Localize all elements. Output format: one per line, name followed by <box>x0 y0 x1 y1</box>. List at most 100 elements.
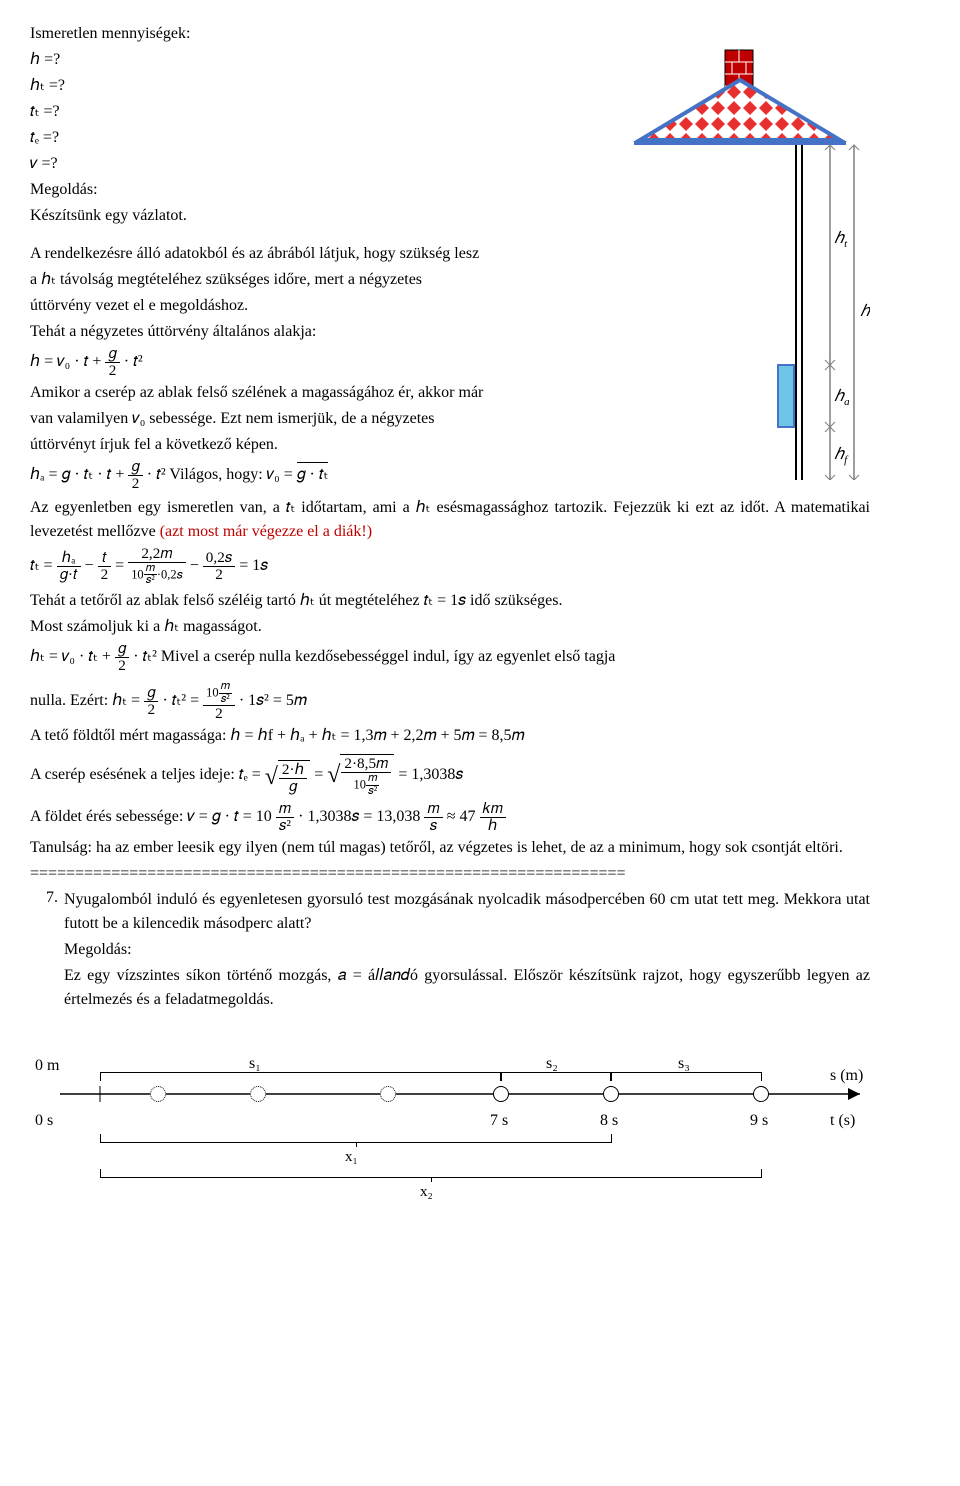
para-4-text: Az egyenletben egy ismeretlen van, a 𝑡ₜ … <box>30 499 870 540</box>
q7-number: 7. <box>30 886 64 910</box>
frac-g2c: 𝑔 2 <box>115 641 129 674</box>
label-7s: 7 s <box>490 1109 508 1133</box>
tiny-frac-ms2a: 𝑚𝑠² <box>144 563 157 587</box>
unit-ms-num: 𝑚 <box>424 801 442 818</box>
eq-h-lhs: ℎ = 𝑣₀ · 𝑡 + <box>30 353 105 370</box>
unk-te: 𝑡ₑ =? <box>30 126 630 150</box>
frac-10ms2: 10𝑚𝑠² 2 <box>203 681 235 722</box>
unk-ht: ℎₜ =? <box>30 74 630 98</box>
q7-body: Ez egy vízszintes síkon történő mozgás, … <box>64 964 870 1012</box>
eq-v-a: A földet érés sebessége: 𝑣 = 𝑔 · 𝑡 = 10 <box>30 808 276 825</box>
frac-10ms2-num: 10𝑚𝑠² <box>203 681 235 706</box>
eq-ht-lhs: ℎₜ = 𝑣₀ · 𝑡ₜ + <box>30 648 115 665</box>
separator: ========================================… <box>30 862 870 886</box>
para-1a: A rendelkezésre álló adatokból és az ábr… <box>30 242 630 266</box>
frac-val2: 0,2𝑠 2 <box>203 550 235 583</box>
unk-h: ℎ =? <box>30 48 630 72</box>
para-4: Az egyenletben egy ismeretlen van, a 𝑡ₜ … <box>30 496 870 544</box>
sqrt2-frac: 2·8,5𝑚 10𝑚𝑠² <box>341 756 391 797</box>
eq-te-eq: = <box>314 766 327 783</box>
sqrt-1: √ 2·ℎ 𝑔 <box>265 757 310 795</box>
svg-text:ℎf: ℎf <box>834 446 849 466</box>
frac-g2c-num: 𝑔 <box>115 641 129 658</box>
para-11: Tanulság: ha az ember leesik egy ilyen (… <box>30 836 870 860</box>
q7-sol: Megoldás: <box>64 938 870 962</box>
svg-text:ℎa: ℎa <box>834 388 850 408</box>
para-3a: Amikor a cserép az ablak felső szélének … <box>30 381 630 405</box>
frac-val1: 2,2𝑚 10𝑚𝑠²·0,2𝑠 <box>128 546 186 587</box>
frac-10ms2-num-a: 10 <box>206 686 218 700</box>
eq-v-b: · 1,3038𝑠 = 13,038 <box>298 808 424 825</box>
frac-ha-gt: ℎₐ 𝑔·𝑡 <box>57 550 81 583</box>
brace-x1 <box>100 1134 612 1143</box>
para-1c: úttörvény vezet el e megoldáshoz. <box>30 294 630 318</box>
para-1b: a ℎₜ távolság megtételéhez szükséges idő… <box>30 268 630 292</box>
solid-marker-3 <box>753 1086 769 1102</box>
solid-marker-1 <box>493 1086 509 1102</box>
house-diagram: ℎ ℎt ℎa ℎf <box>630 20 870 480</box>
unit-ms-den: 𝑠 <box>424 818 442 834</box>
brace-s2-top <box>500 1072 612 1081</box>
frac-10ms2-den: 2 <box>203 706 235 722</box>
sqrt2-den-a: 10 <box>354 778 366 792</box>
para-6: Most számoljuk ki a ℎₜ magasságot. <box>30 615 870 639</box>
frac-ha-gt-den: 𝑔·𝑡 <box>57 567 81 583</box>
eq-ht2-b: · 𝑡ₜ² = <box>162 693 203 710</box>
eq-h: ℎ = 𝑣₀ · 𝑡 + 𝑔 2 · 𝑡² <box>30 346 630 379</box>
frac-val1-den-d: ·0,2𝑠 <box>157 567 183 581</box>
frac-g2-num: 𝑔 <box>105 346 119 363</box>
eq-te-a: A cserép esésének a teljes ideje: 𝑡ₑ = <box>30 766 265 783</box>
frac-t2: 𝑡 2 <box>98 550 112 583</box>
eq-ht-mid: · 𝑡ₜ² Mivel a cserép nulla kezdősebesség… <box>133 648 615 665</box>
unit-ms2-den: 𝑠² <box>276 818 294 834</box>
unit-ms2: 𝑚 𝑠² <box>276 801 294 834</box>
eq-te-res: = 1,3038𝑠 <box>398 766 463 783</box>
brace-x2 <box>100 1169 762 1178</box>
eq-tt-eq1: = <box>115 557 128 574</box>
frac-g2c-den: 2 <box>115 658 129 674</box>
sqrt2-num: 2·8,5𝑚 <box>341 756 391 773</box>
tiny-frac-ms2b: 𝑚𝑠² <box>219 681 232 705</box>
frac-g2b: 𝑔 2 <box>128 459 142 492</box>
label-x2: x₂ <box>420 1181 433 1204</box>
frac-g2: 𝑔 2 <box>105 346 119 379</box>
sketch-line: Készítsünk egy vázlatot. <box>30 204 630 228</box>
numberline-diagram: 0 m 0 s s₁ s₂ s₃ s (m) 7 s 8 s 9 s t (s)… <box>30 1024 870 1204</box>
frac-g2b-den: 2 <box>128 476 142 492</box>
dotted-marker-2 <box>250 1086 266 1102</box>
para-3c: úttörvényt írjuk fel a következő képen. <box>30 433 630 457</box>
eq-te: A cserép esésének a teljes ideje: 𝑡ₑ = √… <box>30 754 870 797</box>
sqrt1-den: 𝑔 <box>279 779 307 795</box>
eq-tt-res: = 1𝑠 <box>239 557 268 574</box>
svg-text:ℎ: ℎ <box>860 303 870 320</box>
eq-tt-minus1: − <box>85 557 98 574</box>
frac-val2-num: 0,2𝑠 <box>203 550 235 567</box>
unk-tt: 𝑡ₜ =? <box>30 100 630 124</box>
eq-ht: ℎₜ = 𝑣₀ · 𝑡ₜ + 𝑔 2 · 𝑡ₜ² Mivel a cserép … <box>30 641 870 674</box>
eq-tt-lhs: 𝑡ₜ = <box>30 557 57 574</box>
frac-g2d-den: 2 <box>144 702 158 718</box>
eq-ha-mid: · 𝑡² Világos, hogy: 𝑣₀ = <box>147 466 297 483</box>
eq-v: A földet érés sebessége: 𝑣 = 𝑔 · 𝑡 = 10 … <box>30 801 870 834</box>
frac-t2-num: 𝑡 <box>98 550 112 567</box>
eq-ha: ℎₐ = 𝑔 · 𝑡ₜ · 𝑡 + 𝑔 2 · 𝑡² Világos, hogy… <box>30 459 630 492</box>
label-0m: 0 m <box>35 1054 59 1078</box>
frac-g2-den: 2 <box>105 363 119 379</box>
eq-ht2-a: nulla. Ezért: ℎₜ = <box>30 693 144 710</box>
para-3b: van valamilyen 𝑣₀ sebessége. Ezt nem ism… <box>30 407 630 431</box>
label-ts: t (s) <box>830 1109 855 1133</box>
eq-v-c: ≈ 47 <box>447 808 480 825</box>
unknowns-title: Ismeretlen mennyiségek: <box>30 22 630 46</box>
frac-ha-gt-num: ℎₐ <box>57 550 81 567</box>
dotted-marker-1 <box>150 1086 166 1102</box>
para-5: Tehát a tetőről az ablak felső széléig t… <box>30 589 870 613</box>
sqrt1-num: 2·ℎ <box>279 762 307 779</box>
q7-text: Nyugalomból induló és egyenletesen gyors… <box>64 888 870 936</box>
sqrt-2: √ 2·8,5𝑚 10𝑚𝑠² <box>327 754 394 797</box>
brace-s1-top <box>100 1072 502 1081</box>
svg-text:ℎt: ℎt <box>834 230 848 250</box>
unit-kmh: 𝑘𝑚 ℎ <box>480 801 506 834</box>
eq-ht2-c: · 1𝑠² = 5𝑚 <box>239 693 307 710</box>
tiny-num-c: 𝑚 <box>366 773 379 785</box>
frac-val1-den: 10𝑚𝑠²·0,2𝑠 <box>128 563 186 587</box>
